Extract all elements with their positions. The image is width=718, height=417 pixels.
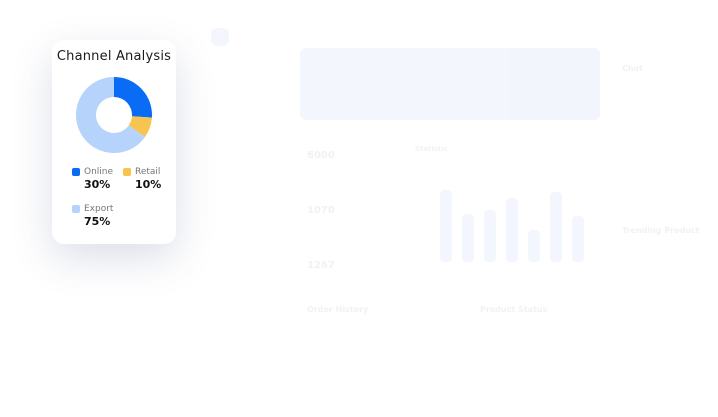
banner — [300, 48, 600, 120]
legend-swatch — [72, 205, 80, 213]
logo-icon — [211, 28, 229, 46]
stat-value: 1267 — [307, 260, 335, 271]
bg-bar — [484, 210, 496, 262]
donut-slice-retail — [128, 116, 152, 137]
bg-bar — [550, 192, 562, 262]
channel-analysis-card: Channel Analysis Online 30% Retail 10% E… — [52, 40, 176, 244]
legend-swatch — [72, 168, 80, 176]
trending-title: Trending Product — [622, 226, 700, 235]
bg-bar — [506, 198, 518, 262]
legend-value: 10% — [135, 178, 162, 191]
bg-bar — [572, 216, 584, 262]
bg-bar — [528, 230, 540, 262]
bg-bar — [462, 214, 474, 262]
legend-label: Online — [84, 167, 114, 177]
legend-label: Retail — [135, 167, 161, 177]
card-title: Channel Analysis — [56, 49, 172, 64]
stat-value: 6000 — [307, 150, 335, 161]
legend-swatch — [123, 168, 131, 176]
donut-slice-export — [76, 77, 146, 153]
statistic-title: Statistic — [415, 145, 448, 153]
legend-value: 30% — [84, 178, 111, 191]
bg-bar — [440, 190, 452, 262]
product-status-title: Product Status — [480, 305, 548, 314]
donut-slice-online — [114, 77, 152, 118]
chat-title: Chat — [622, 64, 643, 73]
legend-value: 75% — [84, 215, 111, 228]
order-history-title: Order History — [307, 305, 369, 314]
legend-label: Export — [84, 204, 114, 214]
donut-chart — [76, 77, 152, 153]
stat-value: 1070 — [307, 205, 335, 216]
